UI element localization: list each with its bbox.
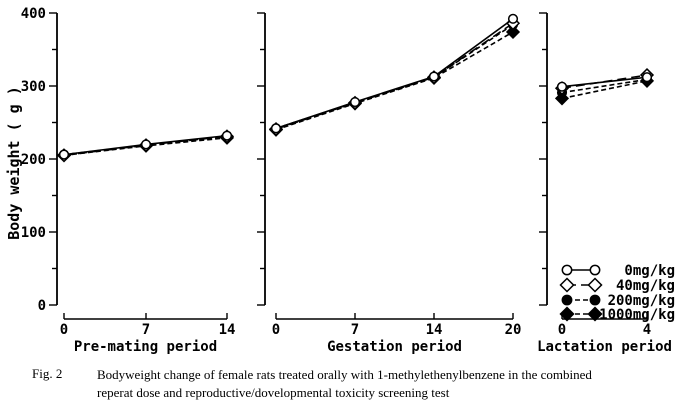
legend-open-diamond-icon: [587, 277, 603, 293]
series-line: [275, 24, 514, 130]
legend-label: 40mg/kg: [616, 278, 675, 294]
legend-label: 200mg/kg: [608, 293, 675, 309]
y-axis-tick-label: 300: [21, 79, 46, 95]
y-axis-tick-label: 200: [21, 152, 46, 168]
legend-label: 1000mg/kg: [599, 307, 675, 323]
figure-caption-line1: Bodyweight change of female rats treated…: [97, 367, 592, 382]
x-axis-title: Pre-mating period: [74, 339, 217, 355]
x-axis-tick-label: 20: [505, 322, 522, 338]
data-point-marker: [349, 96, 361, 108]
series-line: [275, 22, 514, 130]
figure-caption-line2: reperat dose and reproductive/dovelopmen…: [97, 385, 450, 400]
x-axis-tick-label: 7: [351, 322, 359, 338]
series-line: [561, 76, 648, 88]
legend-filled-circle-icon: [561, 294, 573, 306]
y-axis-tick-label: 400: [21, 6, 46, 22]
data-point-marker: [641, 72, 653, 83]
legend-open-circle-icon: [561, 264, 573, 276]
x-axis-tick-label: 0: [60, 322, 68, 338]
y-axis-title: Body weight ( g ): [5, 86, 23, 240]
data-point-marker: [270, 123, 282, 134]
x-axis-tick-label: 0: [558, 322, 566, 338]
y-axis-tick-label: 100: [21, 225, 46, 241]
y-axis-tick-label: 0: [38, 298, 46, 314]
data-point-marker: [140, 139, 152, 150]
x-axis-tick-label: 0: [272, 322, 280, 338]
x-axis-tick-label: 7: [142, 322, 150, 338]
figure-caption-label: Fig. 2: [32, 366, 63, 381]
legend-filled-diamond-icon: [559, 306, 575, 322]
data-point-marker: [58, 149, 70, 160]
x-axis-tick-label: 14: [219, 322, 236, 338]
series-line: [275, 18, 514, 130]
data-point-marker: [556, 81, 568, 92]
legend-open-circle-icon: [589, 264, 601, 276]
series-line: [561, 78, 648, 94]
legend-filled-diamond-icon: [587, 306, 603, 322]
data-point-marker: [221, 130, 233, 141]
legend-label: 0mg/kg: [624, 263, 675, 279]
x-axis-title: Gestation period: [327, 339, 462, 355]
legend-filled-circle-icon: [589, 294, 601, 306]
figure-caption: Fig. 2 Bodyweight change of female rats …: [32, 366, 662, 402]
x-axis-title: Lactation period: [537, 339, 672, 355]
series-line: [275, 31, 514, 131]
x-axis-tick-label: 14: [426, 322, 443, 338]
data-point-marker: [507, 13, 519, 24]
data-point-marker: [428, 71, 440, 82]
legend-open-diamond-icon: [559, 277, 575, 293]
series-line: [561, 80, 648, 100]
figure-caption-text: Bodyweight change of female rats treated…: [97, 366, 662, 402]
x-axis-tick-label: 4: [643, 322, 651, 338]
data-point-marker: [505, 24, 521, 40]
